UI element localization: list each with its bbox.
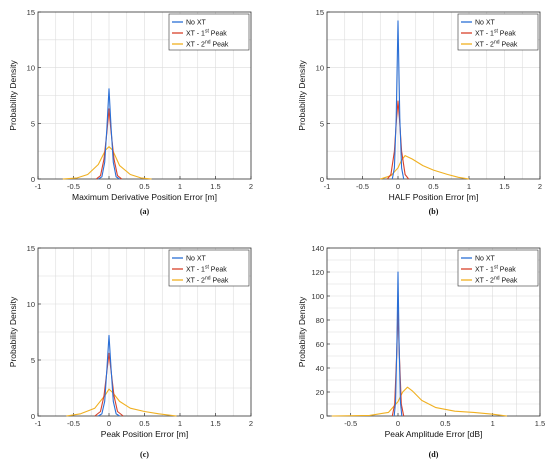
legend-label: XT - 1st Peak <box>186 265 227 274</box>
legend-label: XT - 2nd Peak <box>186 276 229 285</box>
x-tick-label: 1 <box>178 182 182 191</box>
legend-label: No XT <box>186 256 207 263</box>
x-tick-label: -1 <box>324 182 331 191</box>
x-tick-label: -1 <box>35 419 42 428</box>
x-tick-label: 0 <box>396 419 400 428</box>
chart-panel-c: -1 -0.5 0 0.5 1 1.5 2 0 5 10 15 Peak Position Error… <box>8 244 253 459</box>
series-line-no_xt <box>98 88 120 180</box>
subfigure-caption: (b) <box>429 207 439 216</box>
x-axis-label: Maximum Derivative Position Error [m] <box>72 192 217 202</box>
x-tick-label: -0.5 <box>67 182 80 191</box>
x-tick-label: 2 <box>249 182 253 191</box>
x-tick-label: 0.5 <box>139 182 149 191</box>
y-tick-label: 5 <box>31 119 35 128</box>
x-tick-label: 2 <box>249 419 253 428</box>
y-axis-label: Probability Density <box>8 60 18 131</box>
legend-label: XT - 1st Peak <box>475 29 516 38</box>
x-tick-label: 0 <box>107 182 111 191</box>
x-tick-label: 0.5 <box>428 182 438 191</box>
x-tick-label: -0.5 <box>356 182 369 191</box>
legend-label: No XT <box>186 20 207 27</box>
series-line-xt2 <box>380 155 470 180</box>
y-tick-label: 10 <box>27 64 35 73</box>
x-tick-label: 1 <box>491 419 495 428</box>
subfigure-caption: (d) <box>429 450 439 459</box>
x-tick-label: 0 <box>396 182 400 191</box>
x-tick-label: 1.5 <box>210 182 220 191</box>
x-tick-label: 1.5 <box>499 182 509 191</box>
chart-panel-a: -1 -0.5 0 0.5 1 1.5 2 0 5 10 15 Maximum Derivative … <box>8 8 253 216</box>
series-line-no_xt <box>391 20 405 180</box>
y-tick-label: 15 <box>27 244 35 253</box>
x-tick-label: -0.5 <box>67 419 80 428</box>
subfigure-caption: (c) <box>140 450 149 459</box>
y-tick-label: 0 <box>31 175 35 184</box>
series-line-xt1 <box>386 100 410 180</box>
x-axis-label: Peak Position Error [m] <box>101 429 188 439</box>
y-tick-label: 60 <box>316 340 324 349</box>
x-tick-label: 0.5 <box>139 419 149 428</box>
y-axis-label: Probability Density <box>297 60 307 131</box>
y-tick-label: 5 <box>31 356 35 365</box>
legend-label: No XT <box>475 256 496 263</box>
series-line-xt1 <box>391 309 405 417</box>
series-line-xt2 <box>62 146 152 180</box>
legend: No XT XT - 1st Peak XT - 2nd Peak <box>168 249 250 287</box>
x-tick-label: 1 <box>467 182 471 191</box>
y-tick-label: 0 <box>320 175 324 184</box>
x-axis-label: Peak Amplitude Error [dB] <box>385 429 483 439</box>
x-tick-label: 1 <box>178 419 182 428</box>
y-tick-label: 140 <box>311 244 324 253</box>
y-tick-label: 40 <box>316 364 324 373</box>
x-tick-label: -0.5 <box>344 419 357 428</box>
legend-label: XT - 1st Peak <box>475 265 516 274</box>
y-tick-label: 5 <box>320 119 324 128</box>
chart-panel-d: -0.5 0 0.5 1 1.5 0 20 40 60 80 100 120 140 Peak Ampli… <box>297 244 545 459</box>
y-tick-label: 80 <box>316 316 324 325</box>
chart-panel-b: -1 -0.5 0 0.5 1 1.5 2 0 5 10 15 HALF Position Error… <box>297 8 542 216</box>
series-line-no_xt <box>393 271 403 417</box>
axes-box <box>326 247 541 417</box>
series-line-xt1 <box>94 352 124 417</box>
y-tick-label: 15 <box>27 8 35 17</box>
series-line-no_xt <box>98 334 120 417</box>
subfigure-caption: (a) <box>140 207 150 216</box>
x-axis-label: HALF Position Error [m] <box>389 192 479 202</box>
legend: No XT XT - 1st Peak XT - 2nd Peak <box>457 13 539 51</box>
x-tick-label: 2 <box>538 182 542 191</box>
legend: No XT XT - 1st Peak XT - 2nd Peak <box>168 13 250 51</box>
y-tick-label: 10 <box>316 64 324 73</box>
y-tick-label: 10 <box>27 300 35 309</box>
y-tick-label: 0 <box>320 412 324 421</box>
y-axis-label: Probability Density <box>8 296 18 367</box>
x-tick-label: -1 <box>35 182 42 191</box>
series-line-xt2 <box>331 386 507 417</box>
legend-label: XT - 1st Peak <box>186 29 227 38</box>
x-tick-label: 0.5 <box>440 419 450 428</box>
y-tick-label: 120 <box>311 268 324 277</box>
x-tick-label: 1.5 <box>535 419 545 428</box>
legend-label: XT - 2nd Peak <box>475 276 518 285</box>
y-axis-label: Probability Density <box>297 296 307 367</box>
x-tick-label: 1.5 <box>210 419 220 428</box>
legend: No XT XT - 1st Peak XT - 2nd Peak <box>457 249 539 287</box>
y-tick-label: 15 <box>316 8 324 17</box>
y-tick-label: 20 <box>316 388 324 397</box>
x-tick-label: 0 <box>107 419 111 428</box>
legend-label: XT - 2nd Peak <box>475 40 518 49</box>
legend-label: XT - 2nd Peak <box>186 40 229 49</box>
y-tick-label: 100 <box>311 292 324 301</box>
legend-label: No XT <box>475 20 496 27</box>
y-tick-label: 0 <box>31 412 35 421</box>
series-line-xt1 <box>95 108 123 180</box>
